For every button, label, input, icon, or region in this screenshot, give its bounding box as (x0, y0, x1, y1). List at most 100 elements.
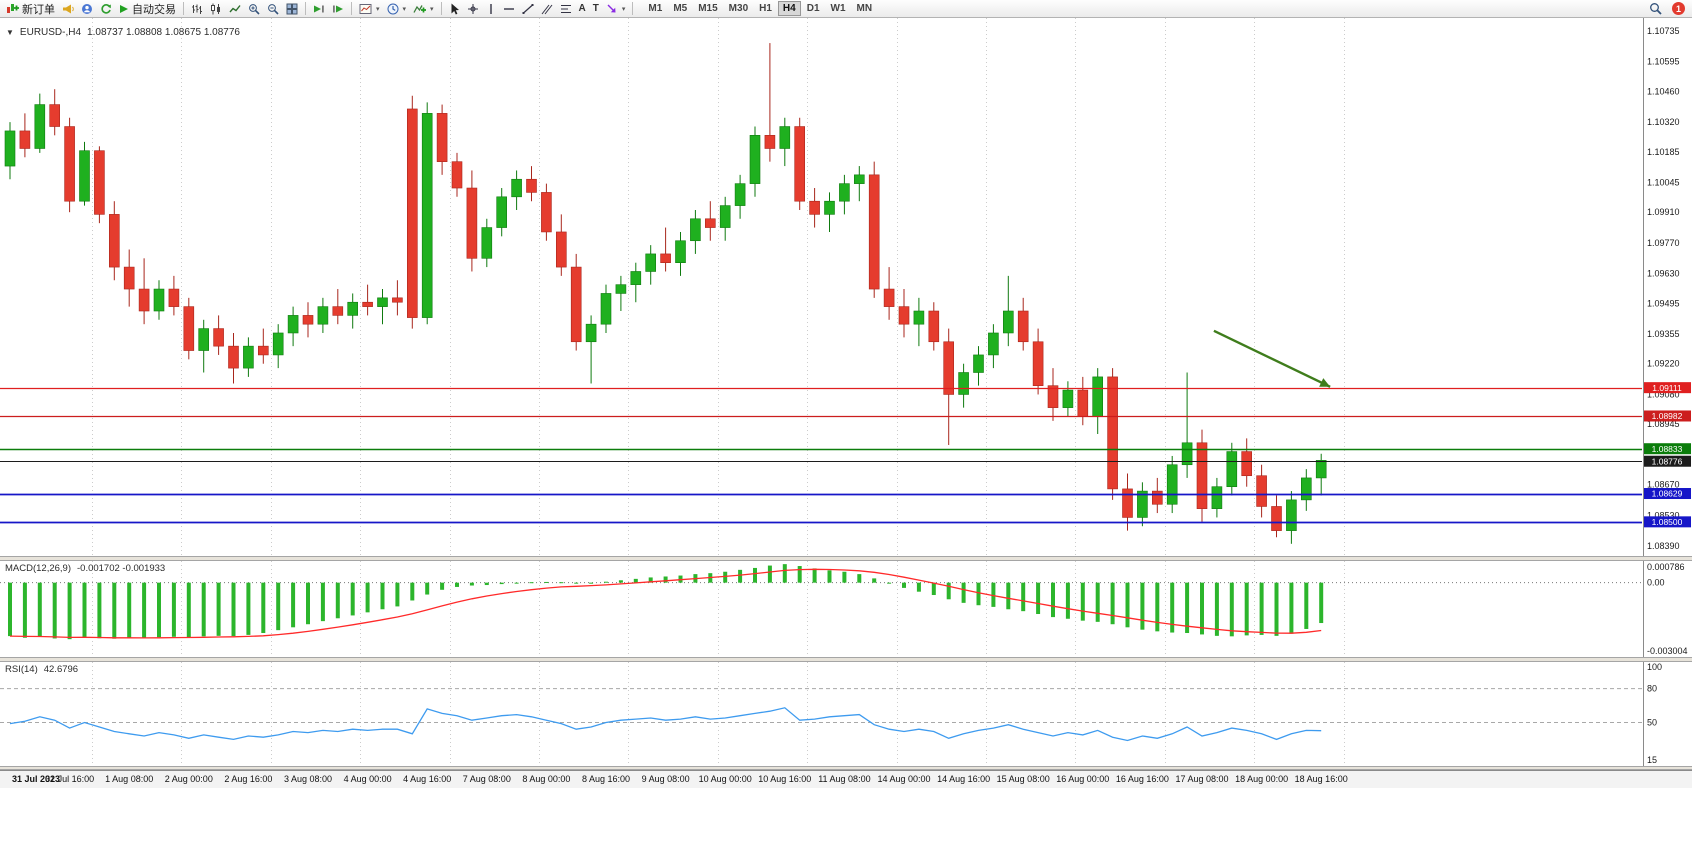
periods-button[interactable]: ▾ (384, 1, 410, 17)
time-axis-label: 16 Aug 16:00 (1115, 774, 1169, 784)
toolbar-separator (305, 2, 306, 15)
toolbar: 新订单 自动交易 (0, 0, 1692, 18)
dropdown-caret-icon: ▾ (621, 5, 626, 13)
fibonacci-tool-button[interactable] (557, 1, 575, 17)
tf-m5-button[interactable]: M5 (673, 3, 688, 14)
refresh-button[interactable] (97, 1, 115, 17)
autotrading-button[interactable]: 自动交易 (116, 1, 179, 17)
price-chart-canvas[interactable]: 1.10735 1.10595 1.10460 1.10320 1.10185 1.100… (0, 18, 1692, 556)
time-axis-label: 11 Aug 08:00 (818, 774, 871, 784)
time-axis-label: 18 Aug 00:00 (1235, 774, 1289, 784)
autotrading-label: 自动交易 (132, 3, 176, 16)
play-icon (120, 4, 128, 13)
svg-text:80: 80 (1647, 684, 1657, 694)
new-order-label: 新订单 (22, 3, 55, 16)
tf-h4-button[interactable]: H4 (777, 1, 801, 16)
tf-m1-button[interactable]: M1 (648, 3, 663, 14)
svg-text:100: 100 (1647, 662, 1662, 672)
macd-canvas[interactable]: 0.000786 0.00 -0.003004 (0, 561, 1692, 657)
text-tool-button[interactable]: A (576, 1, 589, 17)
ohlc-values: 1.08737 1.08808 1.08675 1.08776 (87, 27, 240, 38)
tf-mn-button[interactable]: MN (856, 3, 873, 14)
label-tool-button[interactable]: T (590, 1, 602, 17)
macd-values: -0.001702 -0.001933 (77, 563, 166, 574)
time-axis[interactable]: 31 Jul 2023 31 Jul 16:00 1 Aug 08:00 2 Aug … (0, 770, 1692, 788)
price-tag-1.08982: 1.08982 (1644, 410, 1691, 422)
rsi-line (9, 707, 1322, 742)
time-axis-label: 3 Aug 08:00 (283, 774, 333, 784)
notification-badge[interactable]: 1 (1672, 2, 1685, 15)
toolbar-separator (440, 2, 442, 15)
search-button[interactable] (1646, 1, 1665, 17)
arrows-tool-button[interactable]: ▾ (603, 1, 629, 17)
time-axis-label: 14 Aug 16:00 (937, 774, 991, 784)
svg-text:1.09111: 1.09111 (1652, 383, 1682, 393)
rsi-canvas[interactable]: 100 80 50 15 (0, 662, 1692, 766)
toolbar-separator (351, 2, 352, 15)
time-axis-label: 8 Aug 00:00 (522, 774, 571, 784)
arrow-annotation[interactable] (1213, 329, 1331, 388)
trendline-tool-button[interactable] (519, 1, 537, 17)
time-axis-label: 4 Aug 16:00 (403, 774, 452, 784)
crosshair-tool-button[interactable] (464, 1, 482, 17)
panel-separator[interactable] (0, 657, 1692, 662)
svg-text:0.000786: 0.000786 (1647, 562, 1685, 572)
macd-label: MACD(12,26,9) -0.001702 -0.001933 (5, 563, 165, 574)
cursor-tool-button[interactable] (446, 1, 463, 17)
candlestick-chart-icon (211, 3, 220, 14)
svg-text:1.10460: 1.10460 (1647, 86, 1680, 96)
zoom-out-button[interactable] (264, 1, 282, 17)
cursor-icon (451, 3, 459, 14)
rsi-panel: 100 80 50 15 RSI(14) 42.6796 (0, 662, 1692, 766)
chart-shift-button[interactable] (329, 1, 347, 17)
svg-text:1.08500: 1.08500 (1652, 517, 1683, 527)
clock-icon (387, 3, 399, 14)
candlestick-chart-type-button[interactable] (207, 1, 225, 17)
time-axis-label: 17 Aug 08:00 (1175, 774, 1229, 784)
panel-separator[interactable] (0, 766, 1692, 770)
announcement-button[interactable] (59, 1, 77, 17)
indicators-button[interactable]: ▾ (410, 1, 437, 17)
svg-text:-0.003004: -0.003004 (1647, 646, 1688, 656)
horizontal-line-tool-button[interactable] (500, 1, 518, 17)
equidistant-channel-icon (541, 4, 552, 14)
search-icon (1650, 3, 1662, 15)
horizontal-line-icon (503, 7, 514, 10)
tf-m15-button[interactable]: M15 (698, 3, 718, 14)
price-tag-1.08500: 1.08500 (1644, 516, 1691, 528)
svg-text:1.10595: 1.10595 (1647, 57, 1680, 67)
time-axis-label: 1 Aug 08:00 (105, 774, 154, 784)
panel-separator[interactable] (0, 556, 1692, 561)
auto-scroll-button[interactable] (310, 1, 328, 17)
time-axis-label: 31 Jul 2023 (11, 774, 61, 784)
bar-chart-type-button[interactable] (188, 1, 206, 17)
new-chart-button[interactable]: ▾ (356, 1, 383, 17)
time-axis-label: 10 Aug 00:00 (698, 774, 752, 784)
price-tag-1.09111: 1.09111 (1644, 382, 1691, 394)
candlesticks (4, 43, 1327, 544)
svg-text:1.09770: 1.09770 (1647, 238, 1680, 248)
svg-text:1.09630: 1.09630 (1647, 269, 1680, 279)
channel-tool-button[interactable] (538, 1, 556, 17)
quick-trade-collapse-icon[interactable]: ▼ (6, 28, 14, 37)
horizontal-level-lines[interactable] (0, 387, 1642, 524)
svg-text:1.09910: 1.09910 (1647, 207, 1680, 217)
vertical-line-tool-button[interactable] (483, 1, 499, 17)
tf-w1-button[interactable]: W1 (830, 3, 846, 14)
new-chart-icon (359, 3, 372, 14)
tf-d1-button[interactable]: D1 (806, 3, 820, 14)
svg-text:1.10045: 1.10045 (1647, 178, 1680, 188)
tile-windows-button[interactable] (283, 1, 301, 17)
dropdown-caret-icon: ▾ (376, 5, 380, 13)
profile-button[interactable] (78, 1, 96, 17)
svg-text:1.10185: 1.10185 (1647, 147, 1680, 157)
new-order-button[interactable]: 新订单 (3, 1, 58, 17)
zoom-in-button[interactable] (245, 1, 263, 17)
time-axis-label: 15 Aug 08:00 (996, 774, 1050, 784)
tf-m30-button[interactable]: M30 (728, 3, 749, 14)
tf-h1-button[interactable]: H1 (759, 3, 772, 14)
price-axis[interactable]: 1.10735 1.10595 1.10460 1.10320 1.10185 1.100… (1643, 18, 1692, 556)
line-chart-type-button[interactable] (226, 1, 244, 17)
time-axis-label: 8 Aug 16:00 (581, 774, 631, 784)
